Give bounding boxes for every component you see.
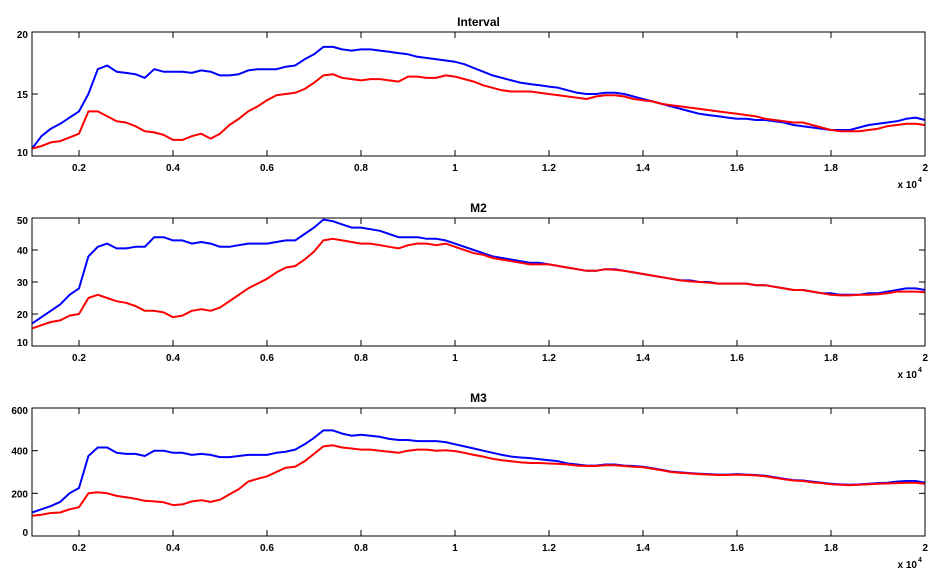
axes-frame bbox=[31, 31, 926, 157]
y-tick-label: 600 bbox=[11, 406, 28, 417]
x-tick-label: 1.2 bbox=[542, 353, 556, 364]
subplot-interval: Interval 0.2 0.4 0.6 0.8 1 1.2 1.4 1.6 1.8 2 10 15 20… bbox=[17, 15, 929, 191]
series-line-1 bbox=[31, 45, 926, 150]
x-tick-label: 0.6 bbox=[260, 163, 274, 174]
series-line-2 bbox=[31, 237, 926, 330]
y-tick-label: 10 bbox=[17, 338, 29, 349]
axes-frame bbox=[31, 407, 926, 537]
x-tick-label: 0.2 bbox=[72, 353, 86, 364]
x-tick-label: 0.4 bbox=[166, 163, 180, 174]
x-tick-label: 1.4 bbox=[636, 163, 650, 174]
x-tick-label: 0.4 bbox=[166, 543, 180, 554]
y-tick-label: 30 bbox=[17, 278, 29, 289]
y-tick-label: 400 bbox=[11, 447, 28, 458]
x-tick-label: 1.6 bbox=[730, 163, 744, 174]
x-tick-label: 0.8 bbox=[354, 543, 368, 554]
subplot-title: Interval bbox=[457, 15, 500, 29]
x-tick-label: 2 bbox=[922, 543, 928, 554]
subplot-title: M3 bbox=[470, 391, 487, 405]
x-tick-label: 0.6 bbox=[260, 353, 274, 364]
x-tick-label: 1.8 bbox=[824, 163, 838, 174]
x-tick-label: 2 bbox=[922, 163, 928, 174]
x-tick-label: 0.6 bbox=[260, 543, 274, 554]
x-tick-label: 1.8 bbox=[824, 543, 838, 554]
series-line-2 bbox=[31, 444, 926, 517]
x-tick-label: 1 bbox=[452, 163, 458, 174]
x-multiplier-label: x 10 bbox=[898, 560, 918, 571]
series-line-1 bbox=[31, 429, 926, 514]
x-tick-label: 2 bbox=[922, 353, 928, 364]
subplot-m2: M2 0.2 0.4 0.6 0.8 1 1.2 1.4 1.6 1.8 2 10 20 30 40 50 x … bbox=[17, 201, 929, 381]
y-tick-label: 40 bbox=[17, 246, 29, 257]
x-tick-label: 1.2 bbox=[542, 163, 556, 174]
x-tick-label: 0.8 bbox=[354, 163, 368, 174]
x-tick-label: 1.2 bbox=[542, 543, 556, 554]
x-multiplier-label: x 10 bbox=[898, 180, 918, 191]
y-tick-label: 200 bbox=[11, 489, 28, 500]
x-tick-label: 1.8 bbox=[824, 353, 838, 364]
x-multiplier-exponent: 4 bbox=[918, 367, 922, 374]
x-tick-label: 1.4 bbox=[636, 353, 650, 364]
y-tick-label: 50 bbox=[17, 216, 29, 227]
x-tick-label: 1.6 bbox=[730, 543, 744, 554]
y-tick-label: 10 bbox=[17, 148, 29, 159]
y-tick-label: 15 bbox=[17, 90, 29, 101]
series-line-1 bbox=[31, 218, 926, 325]
series-line-2 bbox=[31, 73, 926, 150]
x-multiplier-exponent: 4 bbox=[918, 557, 922, 564]
subplot-m3: M3 0.2 0.4 0.6 0.8 1 1.2 1.4 1.6 1.8 2 0 200 400 600 x … bbox=[11, 391, 928, 571]
x-tick-label: 1.4 bbox=[636, 543, 650, 554]
x-tick-label: 0.2 bbox=[72, 543, 86, 554]
x-tick-label: 0.4 bbox=[166, 353, 180, 364]
x-tick-label: 1 bbox=[452, 543, 458, 554]
x-tick-label: 1.6 bbox=[730, 353, 744, 364]
subplot-title: M2 bbox=[470, 201, 487, 215]
x-tick-label: 1 bbox=[452, 353, 458, 364]
x-tick-label: 0.2 bbox=[72, 163, 86, 174]
x-multiplier-exponent: 4 bbox=[918, 177, 922, 184]
y-tick-label: 0 bbox=[22, 528, 28, 539]
y-tick-label: 20 bbox=[17, 310, 29, 321]
x-tick-label: 0.8 bbox=[354, 353, 368, 364]
y-tick-label: 20 bbox=[17, 30, 29, 41]
x-multiplier-label: x 10 bbox=[898, 370, 918, 381]
